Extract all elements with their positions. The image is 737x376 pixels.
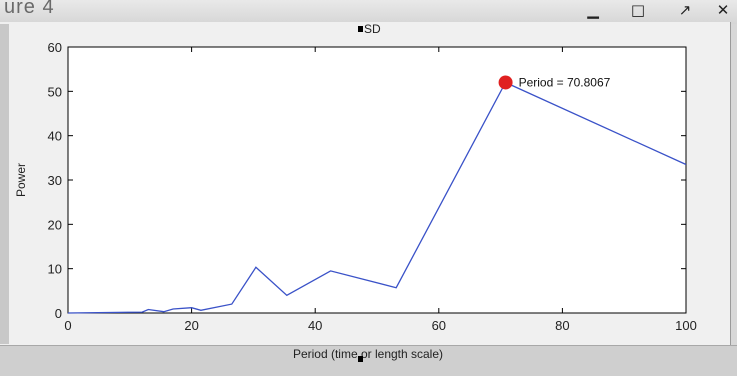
legend: SD xyxy=(358,22,381,36)
legend-marker xyxy=(358,26,363,32)
y-tick-label: 20 xyxy=(48,217,62,232)
y-tick-label: 30 xyxy=(48,173,62,188)
plot-area xyxy=(67,46,687,314)
minimize-icon[interactable]: ▁ xyxy=(587,1,599,19)
window-bottom-strip xyxy=(0,345,737,376)
window-titlebar: ure 4 ▁ □ ↗ ✕ xyxy=(0,0,737,24)
peak-marker xyxy=(498,75,513,90)
y-axis-label: Power xyxy=(14,163,28,197)
cursor-marker xyxy=(358,356,363,362)
y-tick-label: 50 xyxy=(48,84,62,99)
left-edge xyxy=(0,24,9,344)
axis-ticks: 0 20 40 60 80 100 0 10 20 30 40 50 60 xyxy=(48,40,697,333)
y-tick-label: 0 xyxy=(55,306,62,321)
series-line-sd xyxy=(67,81,687,314)
x-axis-label: Period (time or length scale) xyxy=(293,347,443,361)
y-tick-label: 10 xyxy=(48,262,62,277)
window-title: ure 4 xyxy=(4,0,55,18)
legend-label: SD xyxy=(364,22,381,36)
x-tick-label: 100 xyxy=(675,318,697,333)
close-icon[interactable]: ✕ xyxy=(716,1,730,19)
y-tick-label: 40 xyxy=(48,129,62,144)
x-tick-label: 20 xyxy=(184,318,198,333)
annotation-group: Period = 70.8067 xyxy=(498,75,611,90)
x-tick-label: 60 xyxy=(432,318,446,333)
arrow-icon[interactable]: ↗ xyxy=(678,1,692,19)
x-tick-label: 40 xyxy=(308,318,322,333)
maximize-icon[interactable]: □ xyxy=(630,1,646,19)
x-tick-label: 0 xyxy=(64,318,71,333)
series-group xyxy=(67,81,687,314)
y-tick-label: 60 xyxy=(48,40,62,55)
peak-annotation: Period = 70.8067 xyxy=(519,75,611,89)
x-tick-label: 80 xyxy=(555,318,569,333)
